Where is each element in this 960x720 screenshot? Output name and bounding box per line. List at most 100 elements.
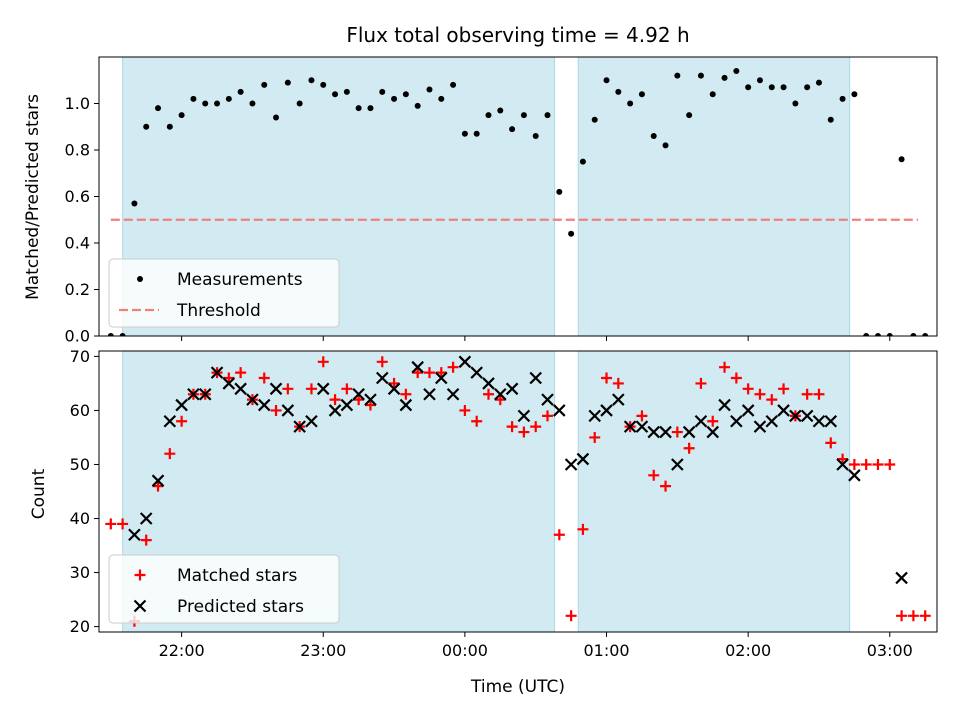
data-point [328, 404, 342, 417]
data-point [564, 458, 578, 471]
data-point [910, 333, 917, 336]
data-point [577, 523, 589, 535]
x-tick-label: 01:00 [583, 641, 629, 660]
data-point [544, 112, 551, 119]
data-point [721, 74, 728, 81]
data-point [813, 388, 825, 400]
data-point [426, 86, 433, 93]
axes-frame [98, 350, 938, 633]
legend-label: Measurements [177, 270, 303, 290]
data-point [789, 409, 802, 423]
plot-area [105, 351, 931, 632]
data-point [886, 333, 893, 336]
data-point [591, 116, 598, 123]
legend-marker [137, 276, 143, 282]
data-point [851, 91, 858, 98]
data-point [648, 469, 660, 481]
data-point [364, 393, 377, 406]
legend-marker [133, 599, 147, 613]
data-point [411, 360, 424, 374]
series-measurements [107, 67, 929, 336]
data-point [635, 420, 649, 433]
data-point [131, 200, 138, 207]
data-point [707, 415, 719, 427]
data-point [671, 426, 683, 438]
data-point [745, 84, 752, 91]
data-point [825, 437, 837, 449]
data-point [907, 610, 919, 622]
y-tick-label: 1.0 [65, 94, 90, 113]
data-point [800, 409, 814, 423]
data-point [119, 333, 126, 336]
data-point [269, 382, 283, 396]
data-point [839, 95, 846, 102]
data-point [423, 367, 435, 379]
data-point [733, 67, 740, 74]
data-point [152, 480, 164, 492]
y-tick-label: 50 [70, 455, 90, 474]
data-point [647, 425, 661, 439]
data-point [837, 453, 849, 465]
data-point [579, 158, 586, 165]
data-point [836, 458, 849, 471]
observing-span-2 [577, 57, 851, 336]
data-point [364, 399, 376, 411]
data-point [155, 105, 162, 112]
data-point [140, 534, 152, 546]
data-point [792, 100, 799, 107]
x-tick-label: 02:00 [725, 641, 771, 660]
data-point [458, 355, 472, 369]
data-point [612, 377, 624, 389]
data-point [187, 387, 200, 401]
legend: Measurements Threshold [108, 258, 340, 328]
data-point [884, 458, 896, 470]
data-point [542, 410, 554, 422]
data-point [719, 361, 731, 373]
data-point [305, 383, 317, 395]
data-point [742, 383, 754, 395]
data-point [353, 394, 365, 406]
data-point [660, 480, 672, 492]
data-point [674, 72, 681, 79]
data-point [235, 367, 247, 379]
data-point [778, 383, 790, 395]
data-point [662, 142, 669, 149]
data-point [387, 382, 401, 396]
data-point [553, 529, 565, 541]
legend-label: Predicted stars [177, 597, 304, 617]
legend: Matched stars Predicted stars [108, 554, 340, 624]
data-point [388, 377, 400, 389]
data-point [815, 79, 822, 86]
data-point [190, 95, 197, 102]
data-point [341, 383, 353, 395]
data-point [848, 458, 860, 470]
data-point [329, 394, 341, 406]
legend-label: Threshold [176, 301, 261, 321]
data-point [105, 518, 117, 530]
data-point [695, 377, 707, 389]
data-point [612, 393, 625, 406]
data-point [860, 458, 872, 470]
data-point [423, 387, 436, 401]
data-point [166, 123, 173, 130]
data-point [308, 77, 315, 84]
data-point [305, 414, 318, 428]
data-point [659, 425, 672, 439]
data-point [718, 398, 731, 412]
data-point [282, 383, 294, 395]
legend-box [108, 554, 340, 624]
data-point [494, 394, 506, 406]
data-point [505, 382, 519, 396]
data-point [249, 100, 256, 107]
data-point [863, 333, 870, 336]
data-point [694, 414, 708, 428]
data-point [375, 371, 389, 385]
x-tick-label: 03:00 [867, 641, 913, 660]
data-point [343, 88, 350, 95]
data-point [494, 387, 507, 401]
data-point [638, 91, 645, 98]
data-point [376, 356, 388, 368]
y-tick-label: 0.4 [65, 234, 90, 253]
data-point [379, 88, 386, 95]
data-point [210, 366, 224, 379]
